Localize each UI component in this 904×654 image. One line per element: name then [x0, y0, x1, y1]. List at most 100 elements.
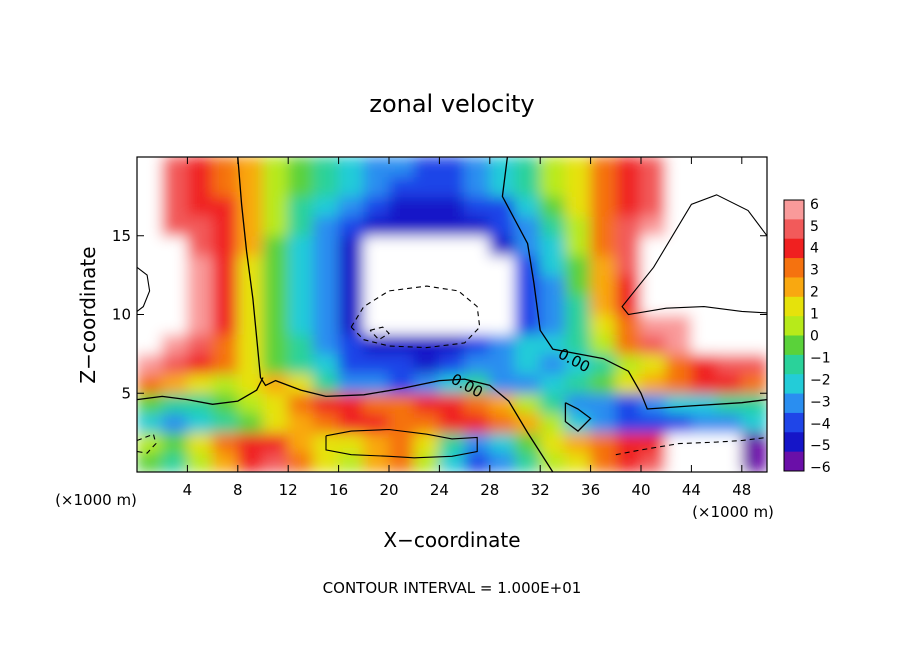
field-cell: [464, 215, 491, 237]
colorbar-label: −6: [810, 460, 831, 476]
field-cell: [312, 294, 340, 315]
field-cell: [590, 373, 617, 394]
field-cell: [262, 412, 289, 434]
field-cell: [186, 432, 214, 453]
field-cell: [287, 353, 314, 375]
field-cell: [514, 254, 541, 276]
field-cell: [464, 392, 491, 414]
field-cell: [690, 412, 718, 434]
field-cell: [212, 254, 239, 276]
colorbar-swatch: [784, 451, 804, 472]
field-cell: [640, 314, 667, 335]
contour-negative: [615, 436, 768, 456]
field-cell: [388, 195, 415, 217]
field-cell: [489, 353, 516, 375]
field-cell: [539, 157, 566, 178]
field-cell: [262, 157, 289, 178]
field-cell: [464, 353, 491, 375]
field-cell: [464, 314, 491, 335]
field-cell: [237, 176, 264, 197]
field-cell: [413, 333, 440, 355]
field-cell: [186, 333, 214, 355]
field-cell: [438, 294, 466, 315]
field-cell: [312, 314, 340, 335]
field-cell: [137, 215, 163, 237]
contour-zero: [564, 402, 592, 432]
colorbar-label: 0: [810, 329, 819, 345]
field-cell: [590, 314, 617, 335]
field-cell: [186, 353, 214, 375]
field-cell: [388, 157, 415, 178]
colorbar-label: −4: [810, 416, 831, 432]
field-cell: [161, 274, 188, 296]
field-cell: [640, 353, 667, 375]
field-cell: [741, 235, 767, 256]
field-cell: [590, 392, 617, 414]
x-tick-label: 4: [183, 481, 193, 499]
field-cell: [539, 353, 566, 375]
field-cell: [514, 333, 541, 355]
field-cell: [137, 235, 163, 256]
colorbar-label: 4: [810, 241, 819, 257]
field-cell: [489, 294, 516, 315]
contour-negative: [136, 433, 157, 454]
field-cell: [590, 432, 617, 453]
field-cell: [665, 353, 692, 375]
field-cell: [338, 412, 365, 434]
field-cell: [137, 451, 163, 472]
x-tick-label: 24: [430, 481, 449, 499]
contour-lines: [136, 156, 768, 473]
field-cell: [514, 195, 541, 217]
field-cell: [716, 215, 743, 237]
field-cell: [388, 373, 415, 394]
field-cell: [287, 274, 314, 296]
field-cell: [312, 157, 340, 178]
field-cell: [564, 353, 592, 375]
y-axis-ticks: 5 10 15: [112, 227, 767, 402]
field-cell: [564, 392, 592, 414]
field-cell: [564, 451, 592, 472]
contour-interval-note: CONTOUR INTERVAL = 1.000E+01: [323, 579, 582, 597]
field-cell: [137, 373, 163, 394]
field-cell: [161, 432, 188, 453]
x-tick-label: 12: [279, 481, 298, 499]
field-cell: [690, 157, 718, 178]
field-cell: [640, 432, 667, 453]
field-cell: [137, 432, 163, 453]
field-cell: [716, 235, 743, 256]
field-cell: [262, 294, 289, 315]
field-cell: [514, 314, 541, 335]
field-cell: [665, 314, 692, 335]
field-cell: [262, 274, 289, 296]
field-cell: [741, 353, 767, 375]
field-cell: [690, 294, 718, 315]
field-cell: [716, 314, 743, 335]
field-cell: [186, 274, 214, 296]
field-cell: [539, 432, 566, 453]
field-cell: [262, 392, 289, 414]
field-cell: [615, 333, 642, 355]
x-unit-right: (×1000 m): [692, 503, 774, 521]
field-cell: [489, 215, 516, 237]
field-cell: [564, 176, 592, 197]
field-cell: [590, 215, 617, 237]
field-cell: [363, 176, 390, 197]
contour-zero: [621, 194, 768, 316]
field-cell: [464, 176, 491, 197]
field-cell: [388, 235, 415, 256]
field-cell: [338, 157, 365, 178]
field-cell: [665, 274, 692, 296]
colorbar-label: −5: [810, 438, 831, 454]
field-cell: [615, 412, 642, 434]
field-cell: [690, 254, 718, 276]
field-cell: [186, 412, 214, 434]
field-cell: [564, 314, 592, 335]
field-cell: [539, 215, 566, 237]
field-cell: [212, 274, 239, 296]
colorbar-label: 2: [810, 285, 819, 301]
field-cell: [438, 235, 466, 256]
field-cell: [287, 432, 314, 453]
velocity-field: [137, 157, 767, 472]
field-cell: [413, 314, 440, 335]
field-cell: [716, 195, 743, 217]
